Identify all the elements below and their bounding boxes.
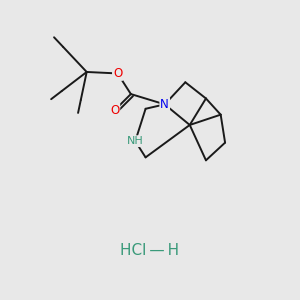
Text: O: O	[113, 67, 122, 80]
Text: HCl — H: HCl — H	[120, 243, 180, 258]
Text: O: O	[110, 104, 119, 117]
Text: NH: NH	[127, 136, 144, 146]
Text: N: N	[160, 98, 169, 111]
